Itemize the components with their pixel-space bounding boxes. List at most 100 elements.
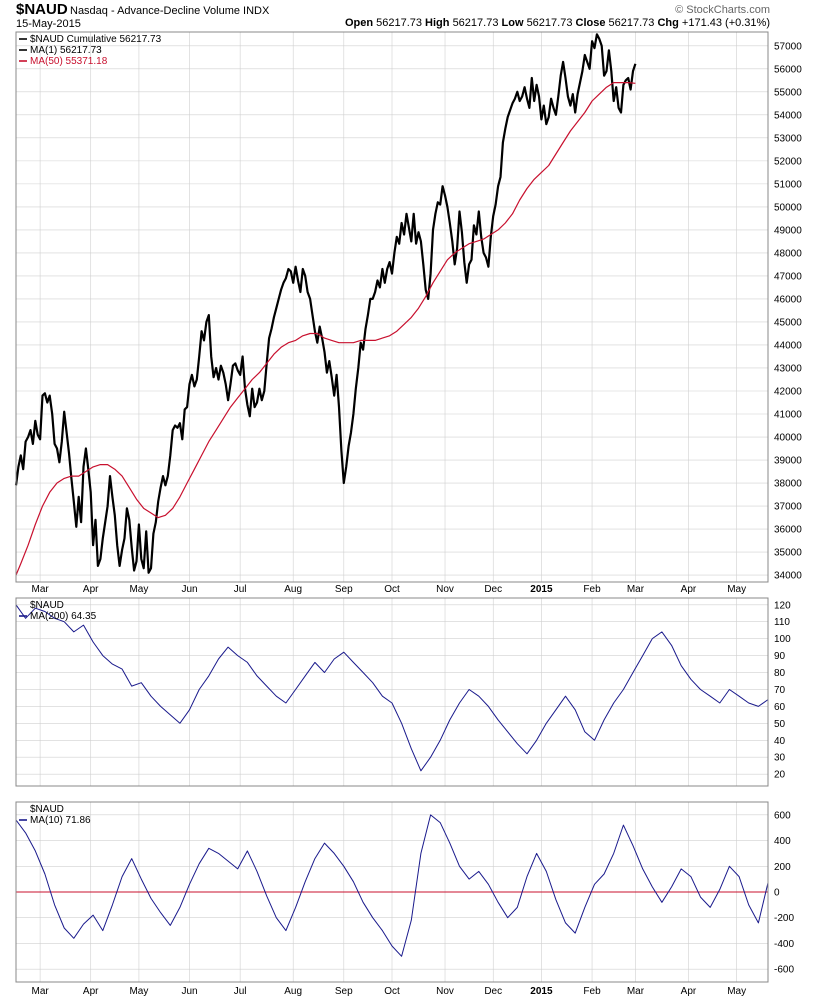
panel-price: 34000 35000 36000 37000 38000 39000 40000 41000…: [14, 31, 802, 583]
y-tick-label: 51000: [774, 179, 802, 190]
ohlc-key: Close: [572, 17, 608, 29]
legend-label: $NAUD Cumulative 56217.73: [30, 34, 162, 45]
y-tick-label: 34000: [774, 571, 802, 582]
y-tick-label: 20: [774, 770, 786, 781]
x-month-label-top: Mar: [31, 584, 49, 595]
x-month-label: Oct: [384, 986, 400, 997]
y-tick-label: 35000: [774, 548, 802, 559]
y-tick-label: 50: [774, 719, 786, 730]
y-tick-label: 60: [774, 702, 786, 713]
y-tick-label: 100: [774, 634, 791, 645]
ohlc-value: +171.43 (+0.31%): [682, 17, 770, 29]
y-tick-label: 55000: [774, 87, 802, 98]
ohlc-key: High: [422, 17, 453, 29]
panel-frame: [15, 597, 769, 787]
x-month-label-top: May: [129, 584, 148, 595]
y-tick-label: 46000: [774, 294, 802, 305]
x-month-label-top: Sep: [335, 584, 353, 595]
x-month-label-top: Aug: [284, 584, 302, 595]
series-line-cumulative: [14, 33, 637, 574]
x-month-label: Mar: [627, 986, 645, 997]
x-axis-months: Mar Mar Apr Apr May May Jun Jun Jul Jul Aug Aug Sep S…: [31, 584, 746, 997]
ohlc-key: Low: [498, 17, 526, 29]
chart-date: 15-May-2015: [16, 18, 81, 30]
x-month-label: Sep: [335, 986, 353, 997]
y-tick-label: 0: [774, 888, 780, 899]
chart-name: Nasdaq - Advance-Decline Volume INDX: [70, 5, 270, 17]
x-month-label: 2015: [530, 986, 553, 997]
y-tick-label: 30: [774, 753, 786, 764]
y-tick-label: 52000: [774, 156, 802, 167]
x-month-label: Jul: [234, 986, 247, 997]
ohlc-value: 56217.73: [609, 17, 655, 29]
x-month-label-top: May: [727, 584, 746, 595]
legend-label: MA(200) 64.35: [30, 611, 97, 622]
x-month-label: May: [129, 986, 148, 997]
legend-label: MA(1) 56217.73: [30, 45, 102, 56]
y-tick-label: 38000: [774, 479, 802, 490]
y-tick-label: 43000: [774, 363, 802, 374]
y-tick-label: 57000: [774, 41, 802, 52]
ohlc-value: 56217.73: [376, 17, 422, 29]
chart-exchange: INDX: [243, 5, 270, 17]
ohlc-key: Open: [345, 17, 376, 29]
y-tick-label: 39000: [774, 456, 802, 467]
x-month-label: Apr: [83, 986, 99, 997]
legend-label: $NAUD: [30, 804, 64, 815]
x-month-label: May: [727, 986, 746, 997]
y-tick-label: 47000: [774, 271, 802, 282]
y-tick-label: 37000: [774, 502, 802, 513]
x-month-label-top: Jul: [234, 584, 247, 595]
y-tick-label: 56000: [774, 64, 802, 75]
y-tick-label: 36000: [774, 525, 802, 536]
x-month-label: Feb: [583, 986, 601, 997]
y-tick-label: 110: [774, 617, 790, 628]
watermark: © StockCharts.com: [675, 4, 770, 16]
x-month-label-top: Mar: [627, 584, 645, 595]
x-month-label: Mar: [31, 986, 49, 997]
y-tick-label: 120: [774, 600, 791, 611]
panel-frame: [15, 801, 769, 983]
y-tick-label: 41000: [774, 410, 802, 421]
y-tick-label: 49000: [774, 225, 802, 236]
legend-label: $NAUD: [30, 600, 64, 611]
chart-name-text: Nasdaq - Advance-Decline Volume: [70, 5, 240, 17]
y-tick-label: 48000: [774, 248, 802, 259]
ohlc-value: 56217.73: [527, 17, 573, 29]
x-month-label-top: 2015: [530, 584, 553, 595]
chart-symbol: $NAUD: [16, 1, 68, 18]
ohlc-readout: Open 56217.73 High 56217.73 Low 56217.73…: [345, 17, 770, 29]
x-month-label: Jun: [181, 986, 197, 997]
series-line-ma10: [15, 814, 769, 957]
series-line-ma200: [15, 604, 769, 772]
y-tick-label: 200: [774, 862, 791, 873]
y-tick-label: -200: [774, 913, 794, 924]
y-tick-label: 400: [774, 836, 791, 847]
x-month-label-top: Apr: [681, 584, 697, 595]
x-month-label: Apr: [681, 986, 697, 997]
y-tick-label: 70: [774, 685, 786, 696]
y-tick-label: 42000: [774, 386, 802, 397]
y-tick-label: 54000: [774, 110, 802, 121]
legend-label: MA(50) 55371.18: [30, 56, 108, 67]
y-tick-label: 45000: [774, 317, 802, 328]
y-tick-label: -600: [774, 965, 794, 976]
panel-frame: [15, 31, 769, 583]
y-tick-label: 40000: [774, 433, 802, 444]
x-month-label-top: Oct: [384, 584, 400, 595]
ohlc-value: 56217.73: [453, 17, 499, 29]
legend-label: MA(10) 71.86: [30, 815, 91, 826]
x-month-label: Nov: [436, 986, 454, 997]
y-tick-label: 40: [774, 736, 786, 747]
x-month-label-top: Nov: [436, 584, 454, 595]
x-month-label-top: Jun: [181, 584, 197, 595]
y-tick-label: 50000: [774, 202, 802, 213]
series-line-ma50: [15, 82, 636, 576]
y-tick-label: 600: [774, 810, 791, 821]
x-month-label: Dec: [484, 986, 502, 997]
y-tick-label: 80: [774, 668, 786, 679]
y-tick-label: 53000: [774, 133, 802, 144]
